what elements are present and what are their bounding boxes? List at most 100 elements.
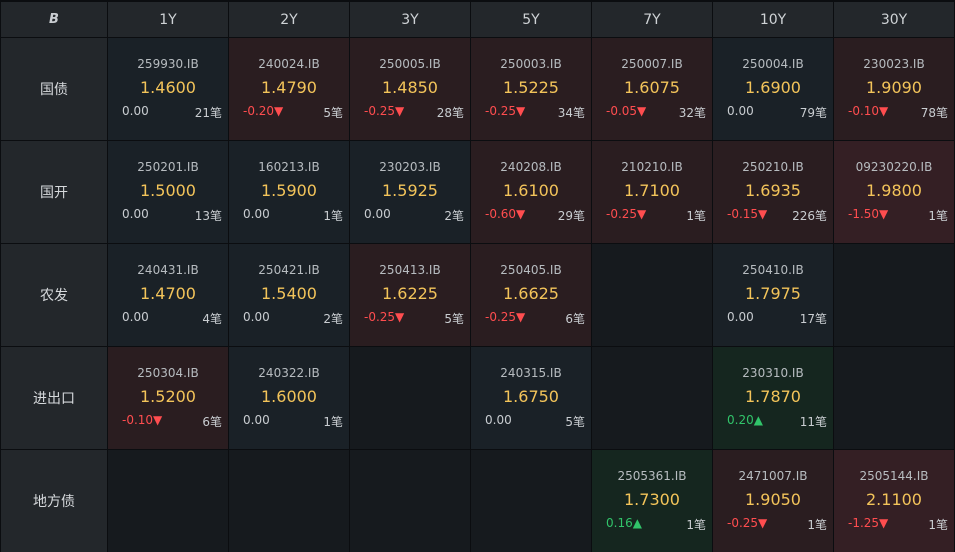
bond-code: 250004.IB [742, 57, 804, 71]
column-header-2y[interactable]: 2Y [229, 2, 349, 37]
bond-code: 210210.IB [621, 160, 683, 174]
row-header[interactable]: 国开 [1, 141, 107, 243]
change-value: 0.00 [122, 207, 149, 221]
yield-value: 1.5400 [261, 284, 317, 303]
column-header-3y[interactable]: 3Y [350, 2, 470, 37]
bond-code: 240024.IB [258, 57, 320, 71]
quote-cell[interactable]: 250410.IB 1.7975 0.00 17笔 [713, 244, 833, 346]
quote-cell[interactable]: 250007.IB 1.6075 -0.05▼ 32笔 [592, 38, 712, 140]
trade-count: 17笔 [799, 312, 827, 326]
change-value: -0.25▼ [485, 310, 526, 324]
trade-count: 226笔 [792, 209, 827, 223]
quote-cell[interactable]: 2505361.IB 1.7300 0.16▲ 1笔 [592, 450, 712, 552]
column-header-1y[interactable]: 1Y [108, 2, 228, 37]
trade-count: 1笔 [323, 209, 343, 223]
bond-code: 250003.IB [500, 57, 562, 71]
trade-count: 6笔 [565, 312, 585, 326]
quote-cell[interactable]: 240431.IB 1.4700 0.00 4笔 [108, 244, 228, 346]
trade-count: 29笔 [557, 209, 585, 223]
bond-code: 230203.IB [379, 160, 441, 174]
corner-logo-icon: B [1, 2, 107, 37]
quote-cell[interactable]: 230203.IB 1.5925 0.00 2笔 [350, 141, 470, 243]
change-value: 0.00 [727, 310, 754, 324]
yield-value: 1.9800 [866, 181, 922, 200]
change-value: -1.50▼ [848, 207, 889, 221]
change-value: -0.60▼ [485, 207, 526, 221]
yield-value: 1.4790 [261, 78, 317, 97]
bond-code: 160213.IB [258, 160, 320, 174]
quote-cell[interactable]: 230023.IB 1.9090 -0.10▼ 78笔 [834, 38, 954, 140]
trade-count: 1笔 [686, 209, 706, 223]
bond-code: 250304.IB [137, 366, 199, 380]
row-header[interactable]: 进出口 [1, 347, 107, 449]
trade-count: 4笔 [202, 312, 222, 326]
column-header-30y[interactable]: 30Y [834, 2, 954, 37]
bond-code: 230310.IB [742, 366, 804, 380]
change-value: 0.00 [727, 104, 754, 118]
bond-code: 240208.IB [500, 160, 562, 174]
bond-code: 250201.IB [137, 160, 199, 174]
bond-code: 259930.IB [137, 57, 199, 71]
quote-cell[interactable]: 250304.IB 1.5200 -0.10▼ 6笔 [108, 347, 228, 449]
bond-code: 250005.IB [379, 57, 441, 71]
bond-code: 240315.IB [500, 366, 562, 380]
quote-cell[interactable]: 250405.IB 1.6625 -0.25▼ 6笔 [471, 244, 591, 346]
trade-count: 79笔 [799, 106, 827, 120]
change-value: -0.25▼ [364, 104, 405, 118]
trade-count: 1笔 [323, 415, 343, 429]
quote-cell[interactable]: 250413.IB 1.6225 -0.25▼ 5笔 [350, 244, 470, 346]
quote-cell[interactable]: 240315.IB 1.6750 0.00 5笔 [471, 347, 591, 449]
column-header-5y[interactable]: 5Y [471, 2, 591, 37]
column-header-10y[interactable]: 10Y [713, 2, 833, 37]
yield-value: 1.6100 [503, 181, 559, 200]
quote-cell[interactable]: 240024.IB 1.4790 -0.20▼ 5笔 [229, 38, 349, 140]
bond-code: 250413.IB [379, 263, 441, 277]
quote-cell[interactable]: 210210.IB 1.7100 -0.25▼ 1笔 [592, 141, 712, 243]
quote-cell[interactable]: 250005.IB 1.4850 -0.25▼ 28笔 [350, 38, 470, 140]
quote-cell[interactable]: 2471007.IB 1.9050 -0.25▼ 1笔 [713, 450, 833, 552]
bond-code: 250405.IB [500, 263, 562, 277]
row-header[interactable]: 地方债 [1, 450, 107, 552]
yield-value: 1.7975 [745, 284, 801, 303]
trade-count: 78笔 [920, 106, 948, 120]
trade-count: 21笔 [194, 106, 222, 120]
yield-value: 1.5925 [382, 181, 438, 200]
bond-code: 250007.IB [621, 57, 683, 71]
quote-cell[interactable]: 240208.IB 1.6100 -0.60▼ 29笔 [471, 141, 591, 243]
change-value: 0.00 [364, 207, 391, 221]
quote-cell[interactable]: 2505144.IB 2.1100 -1.25▼ 1笔 [834, 450, 954, 552]
quote-cell[interactable]: 250421.IB 1.5400 0.00 2笔 [229, 244, 349, 346]
yield-value: 1.6075 [624, 78, 680, 97]
quote-cell[interactable]: 250004.IB 1.6900 0.00 79笔 [713, 38, 833, 140]
quote-cell[interactable]: 09230220.IB 1.9800 -1.50▼ 1笔 [834, 141, 954, 243]
trade-count: 1笔 [928, 518, 948, 532]
change-value: -1.25▼ [848, 516, 889, 530]
bond-code: 240431.IB [137, 263, 199, 277]
quote-cell[interactable]: 160213.IB 1.5900 0.00 1笔 [229, 141, 349, 243]
change-value: 0.00 [243, 207, 270, 221]
quote-cell[interactable]: 250210.IB 1.6935 -0.15▼ 226笔 [713, 141, 833, 243]
quote-cell[interactable]: 250201.IB 1.5000 0.00 13笔 [108, 141, 228, 243]
yield-value: 1.4700 [140, 284, 196, 303]
change-value: 0.00 [243, 310, 270, 324]
change-value: 0.00 [122, 310, 149, 324]
empty-quote-cell [834, 347, 954, 449]
trade-count: 34笔 [557, 106, 585, 120]
trade-count: 11笔 [799, 415, 827, 429]
yield-value: 1.6625 [503, 284, 559, 303]
quote-cell[interactable]: 259930.IB 1.4600 0.00 21笔 [108, 38, 228, 140]
change-value: -0.10▼ [848, 104, 889, 118]
empty-quote-cell [592, 244, 712, 346]
yield-value: 1.4850 [382, 78, 438, 97]
trade-count: 1笔 [686, 518, 706, 532]
row-header[interactable]: 农发 [1, 244, 107, 346]
quote-cell[interactable]: 230310.IB 1.7870 0.20▲ 11笔 [713, 347, 833, 449]
bond-code: 2505361.IB [617, 469, 687, 483]
trade-count: 28笔 [436, 106, 464, 120]
empty-quote-cell [108, 450, 228, 552]
yield-value: 1.5900 [261, 181, 317, 200]
quote-cell[interactable]: 240322.IB 1.6000 0.00 1笔 [229, 347, 349, 449]
row-header[interactable]: 国债 [1, 38, 107, 140]
column-header-7y[interactable]: 7Y [592, 2, 712, 37]
quote-cell[interactable]: 250003.IB 1.5225 -0.25▼ 34笔 [471, 38, 591, 140]
